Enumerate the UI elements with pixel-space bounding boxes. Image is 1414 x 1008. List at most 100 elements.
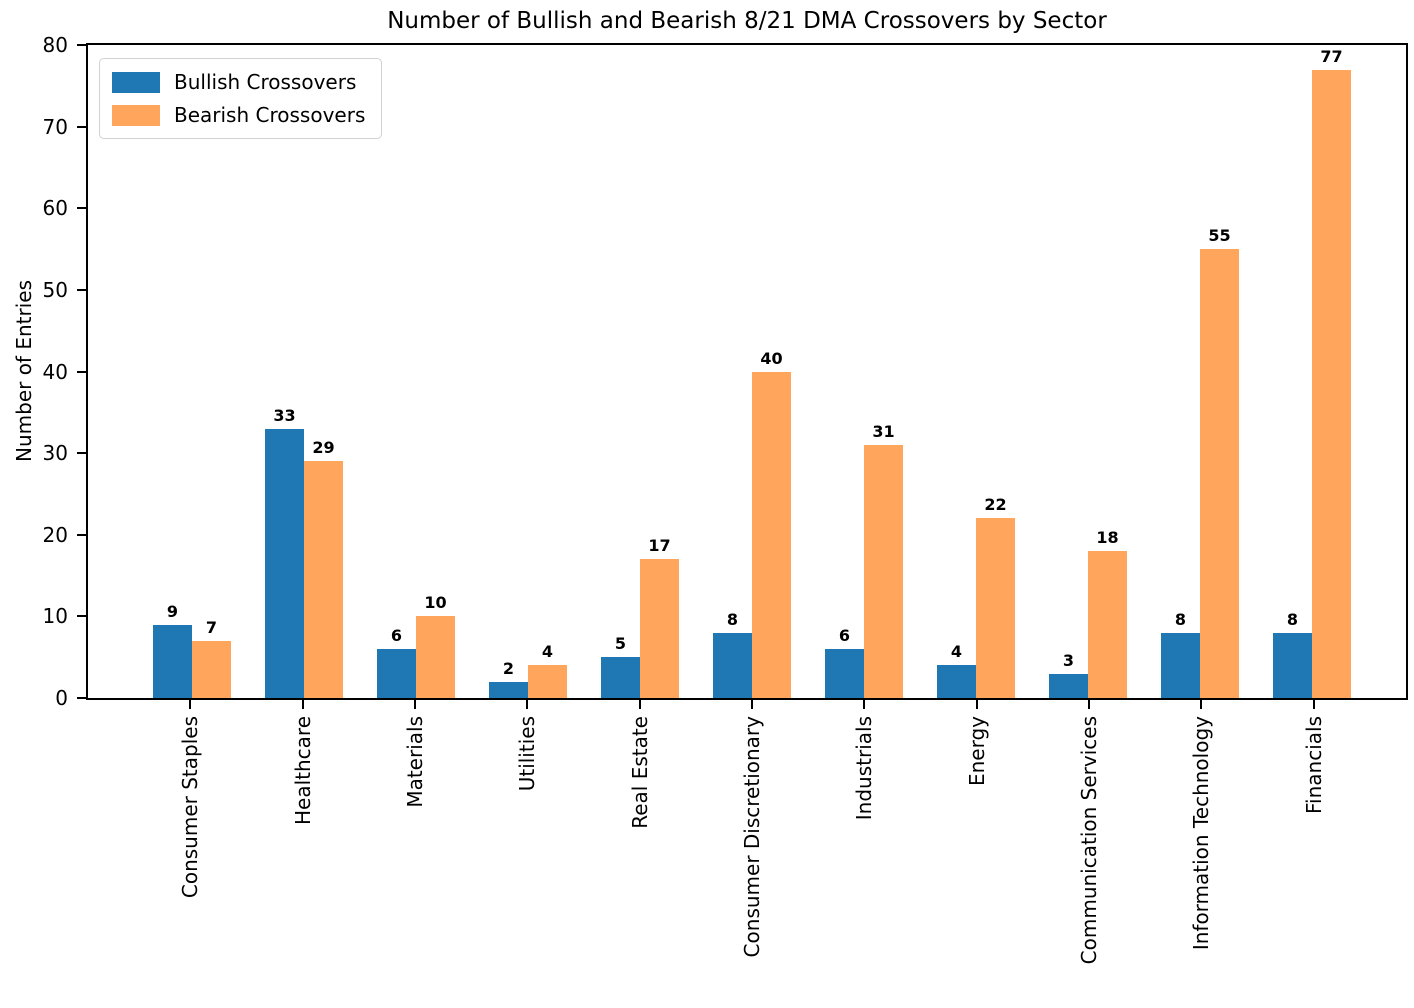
x-tick-label: Energy [964,716,989,787]
bar-group-item: 55 [1200,45,1239,698]
y-tick-mark [77,615,86,618]
x-tick-label: Consumer Discretionary [739,716,764,958]
category-group: 8 40 [696,45,808,698]
bar-bullish-consumer-discretionary [713,632,752,698]
y-tick-mark [77,533,86,536]
x-axis-cell: Consumer Staples [134,700,246,1000]
bar-bullish-real-estate [601,657,640,698]
bar-group-item: 10 [416,45,455,698]
x-axis-cell: Utilities [471,700,583,1000]
bar-bullish-financials [1273,632,1312,698]
y-tick-label: 10 [42,604,68,629]
category-group: 8 55 [1144,45,1256,698]
bar-value-label: 55 [1208,226,1231,246]
bar-value-label: 8 [1174,609,1187,629]
x-tick-mark [638,700,641,709]
bar-group-item: 8 [1161,45,1200,698]
category-group: 3 18 [1032,45,1144,698]
x-tick-mark [1312,700,1315,709]
x-tick-label: Real Estate [627,716,652,829]
bar-bullish-consumer-staples [153,624,192,698]
y-tick-mark [77,288,86,291]
y-tick-label: 50 [42,277,68,302]
legend-row: Bearish Crossovers [112,103,365,127]
y-tick-label: 0 [55,686,68,710]
bar-bullish-energy [937,665,976,698]
y-tick-label: 80 [42,33,68,57]
bar-group-item: 4 [937,45,976,698]
x-tick-mark [301,700,304,709]
x-axis: Consumer Staples Healthcare Materials Utili… [86,700,1408,1000]
bar-group-item: 4 [528,45,567,698]
bar-group-item: 22 [976,45,1015,698]
x-tick-mark [189,700,192,709]
y-tick-label: 70 [42,114,68,139]
bar-value-label: 31 [872,421,895,441]
legend-label: Bullish Crossovers [174,70,357,94]
legend-swatch-bullish [112,71,160,93]
bar-value-label: 77 [1320,46,1343,66]
y-tick-mark [77,452,86,455]
legend: Bullish Crossovers Bearish Crossovers [99,58,383,139]
bar-value-label: 22 [984,495,1007,515]
bar-bearish-energy [976,518,1015,698]
y-tick-mark [77,207,86,210]
bar-group-item: 5 [601,45,640,698]
bar-value-label: 4 [541,642,554,662]
x-axis-cell: Materials [359,700,471,1000]
bar-value-label: 2 [502,658,515,678]
bar-value-label: 10 [424,593,447,613]
bar-value-label: 33 [273,405,296,425]
bar-group-item: 9 [153,45,192,698]
bar-group-item: 8 [1273,45,1312,698]
x-tick-mark [1088,700,1091,709]
legend-label: Bearish Crossovers [174,103,366,127]
legend-row: Bullish Crossovers [112,70,365,94]
x-axis-cell: Industrials [808,700,920,1000]
x-axis-cell: Energy [921,700,1033,1000]
x-tick-mark [526,700,529,709]
x-tick-label: Communication Services [1077,716,1102,965]
x-axis-cell: Information Technology [1145,700,1257,1000]
bar-value-label: 5 [614,634,627,654]
bar-bullish-communication-services [1049,673,1088,698]
bar-group-item: 3 [1049,45,1088,698]
y-tick-mark [77,370,86,373]
bar-group-item: 33 [265,45,304,698]
x-axis-cell: Consumer Discretionary [696,700,808,1000]
bar-group-item: 6 [825,45,864,698]
bar-value-label: 18 [1096,528,1119,548]
bar-bearish-consumer-staples [192,640,231,698]
bar-value-label: 6 [390,626,403,646]
bar-value-label: 9 [166,601,179,621]
y-tick-mark [77,125,86,128]
y-tick-mark [77,697,86,699]
bar-bullish-healthcare [265,428,304,698]
bar-bearish-consumer-discretionary [752,371,791,698]
x-axis-cell: Financials [1258,700,1370,1000]
category-group: 33 29 [248,45,360,698]
x-axis-cell: Real Estate [583,700,695,1000]
bar-bearish-healthcare [304,461,343,698]
bar-group-item: 18 [1088,45,1127,698]
x-tick-mark [863,700,866,709]
bar-bullish-industrials [825,649,864,698]
x-tick-label: Industrials [852,716,877,821]
bar-group-item: 40 [752,45,791,698]
bar-value-label: 8 [1286,609,1299,629]
bar-bearish-materials [416,616,455,698]
bar-bearish-industrials [864,444,903,698]
x-axis-cell: Communication Services [1033,700,1145,1000]
bar-bullish-information-technology [1161,632,1200,698]
bar-value-label: 17 [648,536,671,556]
y-tick-label: 60 [42,196,68,221]
bar-bearish-information-technology [1200,249,1239,698]
y-tick-label: 40 [42,359,68,384]
x-tick-mark [1200,700,1203,709]
bar-group-item: 2 [489,45,528,698]
category-group: 4 22 [920,45,1032,698]
bar-group-item: 31 [864,45,903,698]
bars-row: 9 7 33 29 6 10 2 4 5 17 8 40 6 31 4 22 3 18 8 55 8 77 [88,45,1406,698]
bar-value-label: 40 [760,348,783,368]
